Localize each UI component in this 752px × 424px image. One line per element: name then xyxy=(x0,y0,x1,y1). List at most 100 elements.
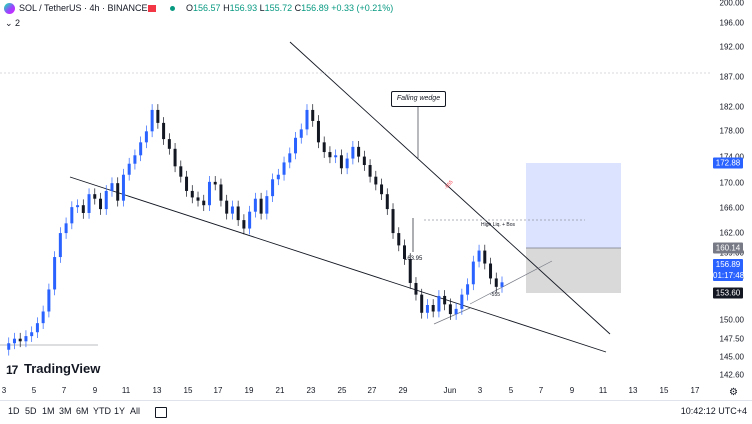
candle-body[interactable] xyxy=(316,120,320,143)
clock[interactable]: 10:42:12 UTC+4 xyxy=(680,406,747,416)
candle-body[interactable] xyxy=(489,263,493,279)
candle-body[interactable] xyxy=(339,155,343,169)
candle-body[interactable] xyxy=(213,181,217,185)
range-3m-button[interactable]: 3M xyxy=(59,406,72,416)
price-tag[interactable]: 160.14 xyxy=(713,242,743,254)
candle-body[interactable] xyxy=(443,295,447,305)
price-axis[interactable]: 200.00 196.00 192.00 187.00 182.00 178.00 174.… xyxy=(710,0,752,396)
candle-body[interactable] xyxy=(362,156,366,166)
candle-body[interactable] xyxy=(179,166,183,177)
candle-body[interactable] xyxy=(41,311,45,324)
candle-body[interactable] xyxy=(265,196,269,214)
candle-body[interactable] xyxy=(471,261,475,285)
candle-body[interactable] xyxy=(402,245,406,259)
candle-body[interactable] xyxy=(150,109,154,132)
candle-body[interactable] xyxy=(345,158,349,169)
candle-body[interactable] xyxy=(53,257,57,290)
range-1m-button[interactable]: 1M xyxy=(42,406,55,416)
candle-body[interactable] xyxy=(328,152,332,158)
candle-body[interactable] xyxy=(460,294,464,309)
candle-body[interactable] xyxy=(133,155,137,164)
candle-body[interactable] xyxy=(116,183,120,201)
calendar-icon[interactable] xyxy=(155,407,167,418)
candle-body[interactable] xyxy=(368,165,372,177)
range-1y-button[interactable]: 1Y xyxy=(114,406,126,416)
symbol-title[interactable]: SOL / TetherUS · 4h · BINANCE xyxy=(19,3,148,13)
range-5d-button[interactable]: 5D xyxy=(25,406,37,416)
support-trendline[interactable] xyxy=(433,307,471,325)
candle-body[interactable] xyxy=(185,176,189,191)
candle-body[interactable] xyxy=(322,142,326,153)
candle-body[interactable] xyxy=(334,155,338,158)
candle-body[interactable] xyxy=(7,343,11,350)
candle-body[interactable] xyxy=(494,278,498,287)
candle-body[interactable] xyxy=(24,336,28,342)
candle-body[interactable] xyxy=(385,194,389,210)
range-6m-button[interactable]: 6M xyxy=(76,406,89,416)
projection-line[interactable] xyxy=(469,260,553,305)
candle-body[interactable] xyxy=(466,284,470,295)
target-zone[interactable] xyxy=(526,163,621,248)
candle-body[interactable] xyxy=(288,153,292,163)
candle-body[interactable] xyxy=(294,137,298,154)
candle-body[interactable] xyxy=(58,233,62,258)
candle-body[interactable] xyxy=(104,190,108,210)
candle-body[interactable] xyxy=(167,139,171,149)
candle-body[interactable] xyxy=(282,162,286,175)
candle-body[interactable] xyxy=(225,200,229,214)
candle-body[interactable] xyxy=(425,305,429,313)
candle-body[interactable] xyxy=(305,109,309,130)
candle-body[interactable] xyxy=(190,190,194,198)
wedge-lower-line[interactable] xyxy=(69,176,607,353)
candle-body[interactable] xyxy=(81,205,85,213)
candle-body[interactable] xyxy=(127,163,131,175)
candle-body[interactable] xyxy=(311,109,315,121)
candle-body[interactable] xyxy=(18,338,22,342)
candle-body[interactable] xyxy=(448,304,452,315)
candle-body[interactable] xyxy=(87,194,91,213)
indicator-toggle[interactable]: ⌄ 2 xyxy=(5,18,21,28)
range-1d-button[interactable]: 1D xyxy=(8,406,20,416)
candle-body[interactable] xyxy=(219,184,223,201)
stop-zone[interactable] xyxy=(526,248,621,293)
candle-body[interactable] xyxy=(12,338,16,344)
candle-body[interactable] xyxy=(391,209,395,234)
candle-body[interactable] xyxy=(414,282,418,295)
candle-body[interactable] xyxy=(248,211,252,229)
candle-body[interactable] xyxy=(76,205,80,208)
candle-body[interactable] xyxy=(202,200,206,206)
candle-body[interactable] xyxy=(139,142,143,156)
candle-body[interactable] xyxy=(454,308,458,315)
candle-body[interactable] xyxy=(207,181,211,206)
price-tag[interactable]: 156.89 01:17:48 xyxy=(713,259,744,281)
candle-body[interactable] xyxy=(437,295,441,312)
candle-body[interactable] xyxy=(380,184,384,195)
flag-icon[interactable] xyxy=(148,5,156,12)
range-ytd-button[interactable]: YTD xyxy=(93,406,111,416)
candle-body[interactable] xyxy=(64,223,68,234)
candle-body[interactable] xyxy=(121,174,125,201)
candle-body[interactable] xyxy=(110,183,114,191)
candle-body[interactable] xyxy=(162,122,166,140)
candle-body[interactable] xyxy=(357,146,361,157)
candle-body[interactable] xyxy=(374,176,378,185)
falling-wedge-label[interactable]: Falling wedge xyxy=(391,91,446,107)
candle-body[interactable] xyxy=(242,220,246,229)
candle-body[interactable] xyxy=(93,194,97,199)
candle-body[interactable] xyxy=(196,197,200,201)
candle-body[interactable] xyxy=(259,198,263,214)
price-tag[interactable]: 172.88 xyxy=(713,157,743,169)
candle-body[interactable] xyxy=(156,109,160,123)
candle-body[interactable] xyxy=(253,198,257,212)
candle-body[interactable] xyxy=(351,146,355,159)
candle-body[interactable] xyxy=(299,129,303,138)
candle-body[interactable] xyxy=(420,294,424,313)
candle-body[interactable] xyxy=(397,233,401,246)
wedge-upper-line[interactable] xyxy=(289,41,611,335)
target-price-label[interactable]: 163.95 xyxy=(404,256,423,262)
candle-body[interactable] xyxy=(173,148,177,167)
price-tag[interactable]: 153.60 xyxy=(713,287,743,299)
candle-body[interactable] xyxy=(431,305,435,312)
candle-body[interactable] xyxy=(144,131,148,143)
candle-body[interactable] xyxy=(35,323,39,333)
